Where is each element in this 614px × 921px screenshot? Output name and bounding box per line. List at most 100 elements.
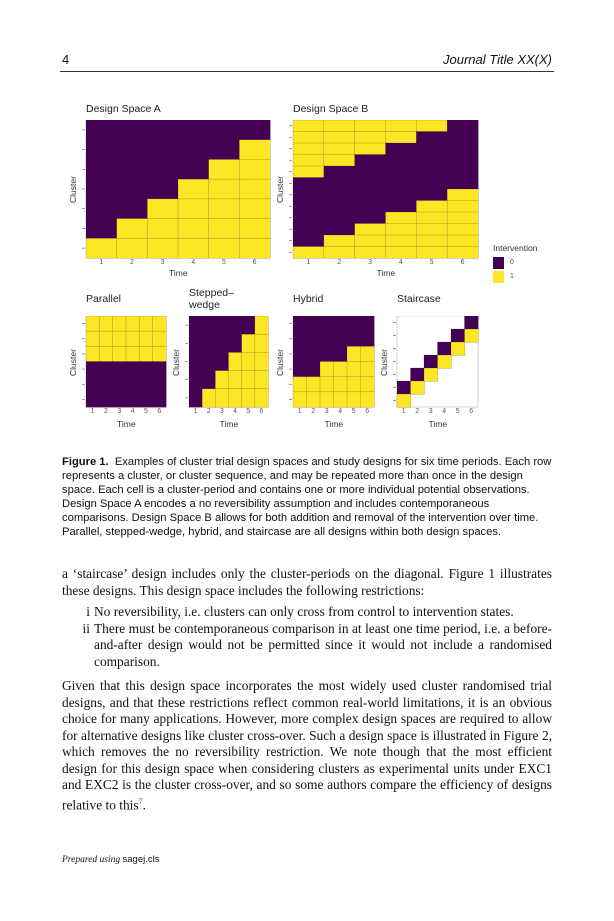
heatmap-cell [147,120,179,141]
heatmap-cell [323,177,356,190]
heatmap-cell [215,316,230,335]
heatmap-cell [323,223,356,236]
heatmap-cell [446,223,479,236]
heatmap-cell [116,178,148,200]
heatmap-panel [289,120,479,259]
heatmap-cell [125,316,140,332]
heatmap-cell [208,198,240,220]
paragraph-2: Given that this design space incorporate… [62,678,552,813]
heatmap-cell [201,388,216,408]
heatmap-cell [254,388,269,408]
heatmap-cell [147,218,179,239]
x-tick-label: 3 [428,408,433,415]
legend-label-0: 0 [510,259,514,266]
heatmap-cell [239,238,271,259]
x-tick-label: 6 [365,408,370,415]
heatmap-cell [85,218,118,239]
heatmap-cell [228,333,243,353]
heatmap-cell [139,391,154,408]
heatmap-cell [354,223,387,236]
heatmap-cell [416,234,448,248]
x-axis-label: Time [117,419,136,429]
heatmap-cell [241,333,256,353]
heatmap-cell [152,316,167,332]
heatmap-cell [323,120,356,133]
heatmap-cell [354,120,387,133]
heatmap-cell [354,165,387,179]
heatmap-cell [208,178,240,200]
heatmap-cell [228,370,243,390]
heatmap-cell [177,120,210,141]
x-axis-label: Time [376,268,396,278]
heatmap-cell [177,218,210,239]
heatmap-cell [354,211,387,225]
x-tick-label: 5 [246,408,251,415]
heatmap-cell [215,333,230,353]
x-tick-label: 4 [442,408,447,415]
panel-title: Design Space A [86,103,161,115]
heatmap-cell [147,238,179,259]
heatmap-cell [385,154,417,167]
heatmap-cell [147,139,179,160]
list-item: i No reversibility, i.e. clusters can onl… [62,604,552,621]
heatmap-cell [99,316,114,332]
heatmap-cell [306,346,321,363]
x-tick-label: 2 [206,408,211,415]
heatmap-cell [346,376,362,393]
heatmap-cell [319,316,335,332]
heatmap-cell [239,120,271,141]
heatmap-cell [323,188,356,202]
heatmap-cell [323,200,356,213]
panel-title: Staircase [397,293,441,305]
x-tick-label: 3 [160,259,165,266]
heatmap-cell [292,346,308,363]
y-axis-label: Cluster [171,348,181,376]
header-rule [60,71,554,72]
heatmap-cell [152,391,167,408]
y-axis-label: Cluster [275,348,285,376]
heatmap-cell [385,142,417,156]
heatmap-cell [99,346,114,363]
heatmap-cell [292,246,325,259]
heatmap-cell [385,211,417,225]
heatmap-cell [323,142,356,156]
heatmap-cell [385,177,417,190]
panel-title: Stepped– wedge [189,287,234,311]
x-tick-label: 1 [99,259,104,266]
heatmap-cell [239,198,271,220]
heatmap-cell [241,316,256,335]
x-axis-label: Time [428,419,448,429]
heatmap-cell [450,341,466,356]
heatmap-cell [201,316,216,335]
heatmap-cell [306,316,321,332]
heatmap-cell [241,388,256,408]
heatmap-cell [116,139,148,160]
heatmap-cell [333,316,348,332]
heatmap-cell [116,159,148,180]
heatmap-cell [85,346,100,363]
heatmap-cell [177,238,210,259]
x-tick-label: 1 [297,408,302,415]
heatmap-cell [416,120,448,133]
heatmap-cell [416,154,448,167]
heatmap-cell [416,200,448,213]
heatmap-cell [116,198,148,220]
heatmap-cell [464,328,479,343]
heatmap-cell [423,354,439,369]
heatmap-cell [306,361,321,378]
list-text: There must be contemporaneous comparison… [94,620,552,669]
caption-label: Figure 1. [62,456,109,468]
heatmap-cell [446,234,479,248]
heatmap-cell [254,333,269,353]
y-axis-label: Cluster [379,348,389,376]
citation-link[interactable]: 7 [138,796,143,806]
heatmap-cell [306,376,321,393]
x-tick-label: 3 [117,408,122,415]
heatmap-cell [292,131,325,144]
panel-title: Hybrid [293,293,324,305]
heatmap-cell [333,361,348,378]
x-tick-label: 5 [222,259,226,266]
heatmap-cell [99,361,114,378]
heatmap-cell [410,380,425,395]
heatmap-cell [85,120,118,141]
